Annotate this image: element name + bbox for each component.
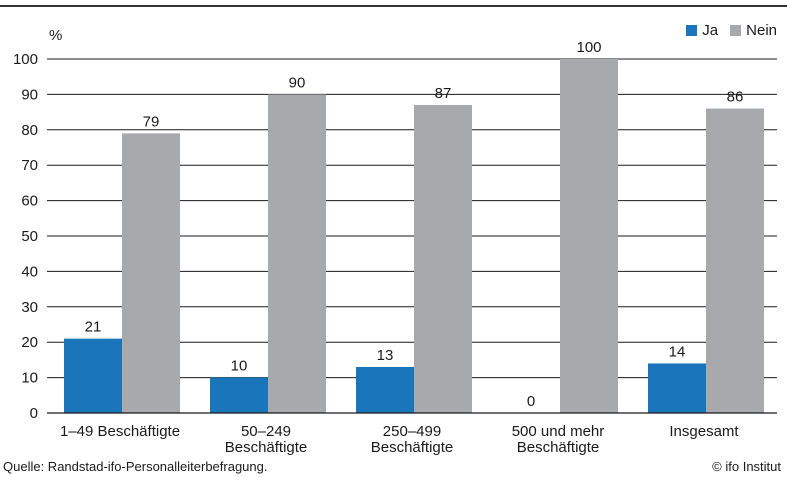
bar-nein-0 bbox=[122, 133, 180, 413]
y-tick-label-10: 10 bbox=[21, 370, 38, 387]
y-tick-label-40: 40 bbox=[21, 263, 38, 280]
data-label-nein-4: 86 bbox=[727, 89, 744, 106]
y-tick-label-80: 80 bbox=[21, 122, 38, 139]
legend-item-ja: Ja bbox=[686, 22, 718, 39]
bar-nein-4 bbox=[706, 108, 764, 413]
legend-item-nein: Nein bbox=[730, 22, 777, 39]
bar-ja-2 bbox=[356, 366, 414, 413]
data-label-nein-3: 100 bbox=[576, 39, 601, 56]
y-axis-unit-label: % bbox=[49, 27, 63, 44]
y-tick-label-20: 20 bbox=[21, 334, 38, 351]
data-label-nein-1: 90 bbox=[289, 74, 306, 91]
x-tick-label-1-0: 50–249 bbox=[241, 423, 291, 440]
data-label-ja-2: 13 bbox=[377, 347, 394, 364]
y-tick-label-70: 70 bbox=[21, 157, 38, 174]
legend: Ja Nein bbox=[686, 22, 777, 39]
x-tick-label-3-0: 500 und mehr bbox=[512, 423, 605, 440]
legend-swatch-nein bbox=[730, 25, 742, 36]
bar-nein-3 bbox=[560, 59, 618, 413]
x-tick-label-4-0: Insgesamt bbox=[669, 423, 739, 440]
copyright-note: © ifo Institut bbox=[712, 459, 781, 474]
bar-ja-0 bbox=[64, 338, 122, 413]
y-tick-label-100: 100 bbox=[13, 51, 38, 68]
y-tick-label-30: 30 bbox=[21, 299, 38, 316]
x-tick-label-1-1: Beschäftigte bbox=[225, 439, 308, 456]
legend-label-ja: Ja bbox=[702, 22, 719, 39]
data-label-nein-2: 87 bbox=[435, 85, 452, 102]
x-tick-label-3-1: Beschäftigte bbox=[517, 439, 600, 456]
bar-ja-4 bbox=[648, 363, 706, 413]
bar-ja-1 bbox=[210, 377, 268, 413]
top-rule bbox=[0, 5, 787, 7]
legend-swatch-ja bbox=[686, 25, 698, 36]
source-note: Quelle: Randstad-ifo-Personalleiterbefra… bbox=[3, 459, 268, 474]
data-label-ja-1: 10 bbox=[231, 358, 248, 375]
bar-nein-2 bbox=[414, 105, 472, 414]
y-tick-label-0: 0 bbox=[30, 405, 38, 422]
x-tick-label-2-0: 250–499 bbox=[383, 423, 441, 440]
y-tick-label-60: 60 bbox=[21, 193, 38, 210]
y-tick-label-90: 90 bbox=[21, 86, 38, 103]
legend-label-nein: Nein bbox=[746, 22, 777, 39]
data-label-ja-4: 14 bbox=[669, 343, 686, 360]
x-tick-label-0-0: 1–49 Beschäftigte bbox=[60, 423, 180, 440]
x-tick-label-2-1: Beschäftigte bbox=[371, 439, 454, 456]
data-label-nein-0: 79 bbox=[143, 113, 160, 130]
data-label-ja-0: 21 bbox=[85, 319, 102, 336]
bar-nein-1 bbox=[268, 94, 326, 414]
y-tick-label-50: 50 bbox=[21, 228, 38, 245]
data-label-ja-3: 0 bbox=[527, 393, 535, 410]
